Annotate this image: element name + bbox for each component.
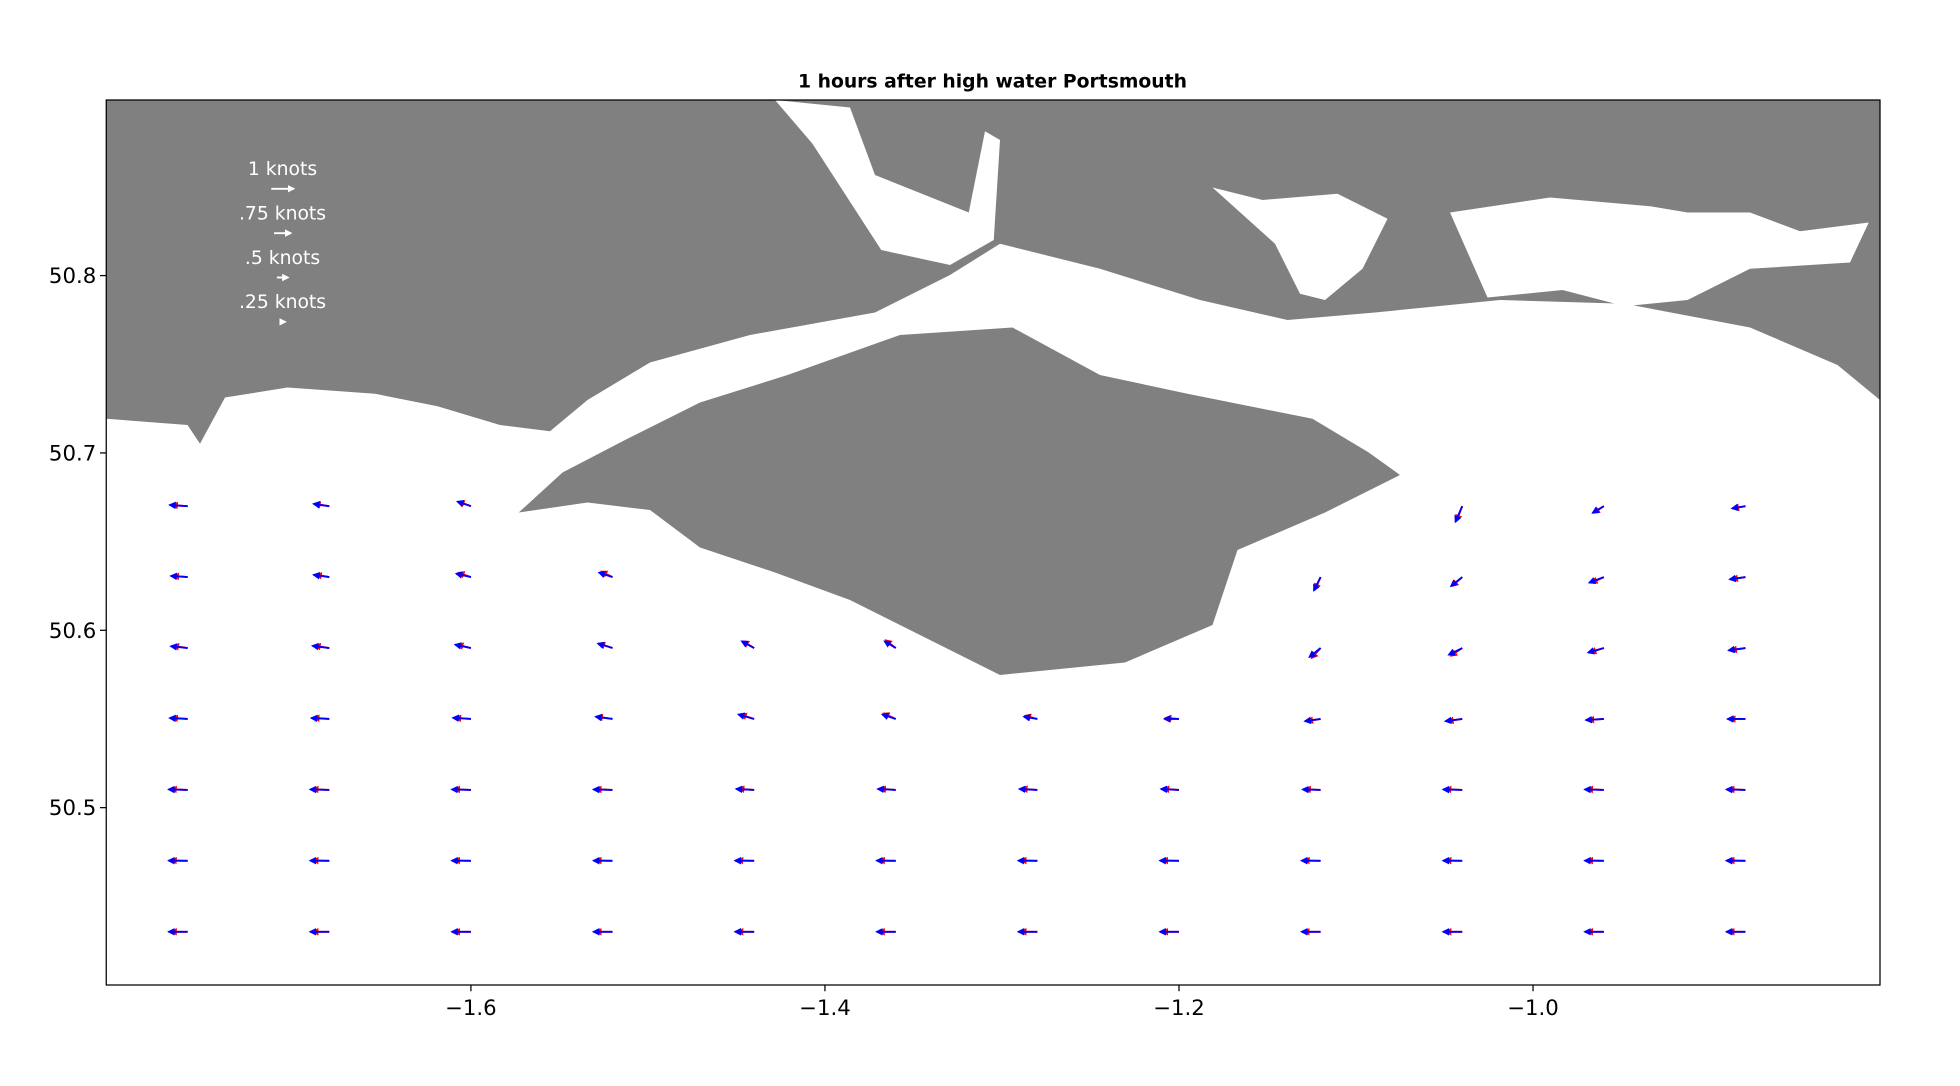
chart-title: 1 hours after high water Portsmouth	[798, 72, 1187, 93]
x-tick-label: −1.0	[1507, 996, 1559, 1021]
current-arrow	[1159, 785, 1180, 794]
current-arrow	[454, 571, 472, 579]
key-label: 1 knots	[248, 159, 317, 180]
current-arrow	[1454, 505, 1464, 524]
current-arrow	[1303, 716, 1321, 725]
current-arrow	[310, 642, 330, 651]
current-arrow	[734, 785, 755, 794]
current-arrow	[168, 501, 188, 510]
current-arrow	[1449, 576, 1463, 588]
axes: −1.6 −1.4 −1.2 −1.0 50.5 50.6 50.7 50.8	[49, 264, 1559, 1021]
current-arrow	[169, 643, 188, 651]
current-arrow	[1591, 505, 1605, 514]
current-arrow	[1728, 574, 1746, 583]
current-arrow	[312, 501, 330, 509]
current-arrow	[1587, 576, 1605, 585]
map	[106, 100, 1880, 985]
current-arrow	[1584, 715, 1604, 724]
y-tick-label: 50.6	[49, 619, 96, 644]
current-arrow	[309, 714, 330, 723]
harbour	[1450, 197, 1869, 307]
x-tick-label: −1.2	[1153, 996, 1205, 1021]
harbour	[1212, 187, 1388, 300]
x-tick-label: −1.4	[799, 996, 851, 1021]
vector-field	[167, 499, 1746, 936]
current-arrow	[1443, 716, 1463, 725]
current-arrow	[597, 570, 613, 579]
key-label: .25 knots	[239, 292, 326, 313]
current-arrow	[453, 642, 472, 650]
current-arrow	[1447, 647, 1463, 656]
current-arrow	[736, 712, 755, 720]
current-arrow	[312, 571, 330, 580]
key-label: .5 knots	[245, 248, 320, 269]
quiver-keys: 1 knots .75 knots .5 knots .25 knots	[239, 159, 326, 326]
key-label: .75 knots	[239, 203, 326, 224]
estuary	[775, 100, 1000, 265]
current-arrow	[594, 713, 613, 722]
isle-of-wight	[518, 327, 1400, 675]
current-arrow	[1730, 503, 1746, 512]
current-arrow	[1308, 647, 1322, 658]
current-arrow	[451, 714, 471, 722]
current-arrow	[596, 641, 613, 649]
y-tick-label: 50.5	[49, 796, 96, 821]
current-arrow	[883, 640, 897, 649]
mainland	[106, 100, 1880, 444]
current-arrow	[1313, 576, 1322, 592]
current-arrow	[880, 712, 897, 720]
current-arrow	[1022, 714, 1038, 722]
y-tick-label: 50.8	[49, 264, 96, 289]
current-arrow	[1586, 647, 1605, 655]
current-arrow	[1727, 645, 1746, 654]
current-arrow	[1017, 785, 1038, 794]
current-arrow	[740, 640, 755, 649]
y-tick-label: 50.7	[49, 441, 96, 466]
plot-frame	[105, 99, 1881, 986]
current-arrow	[169, 572, 188, 581]
x-tick-label: −1.6	[445, 996, 497, 1021]
current-arrow	[455, 499, 472, 508]
current-arrow	[168, 714, 188, 723]
current-arrow	[876, 785, 896, 794]
